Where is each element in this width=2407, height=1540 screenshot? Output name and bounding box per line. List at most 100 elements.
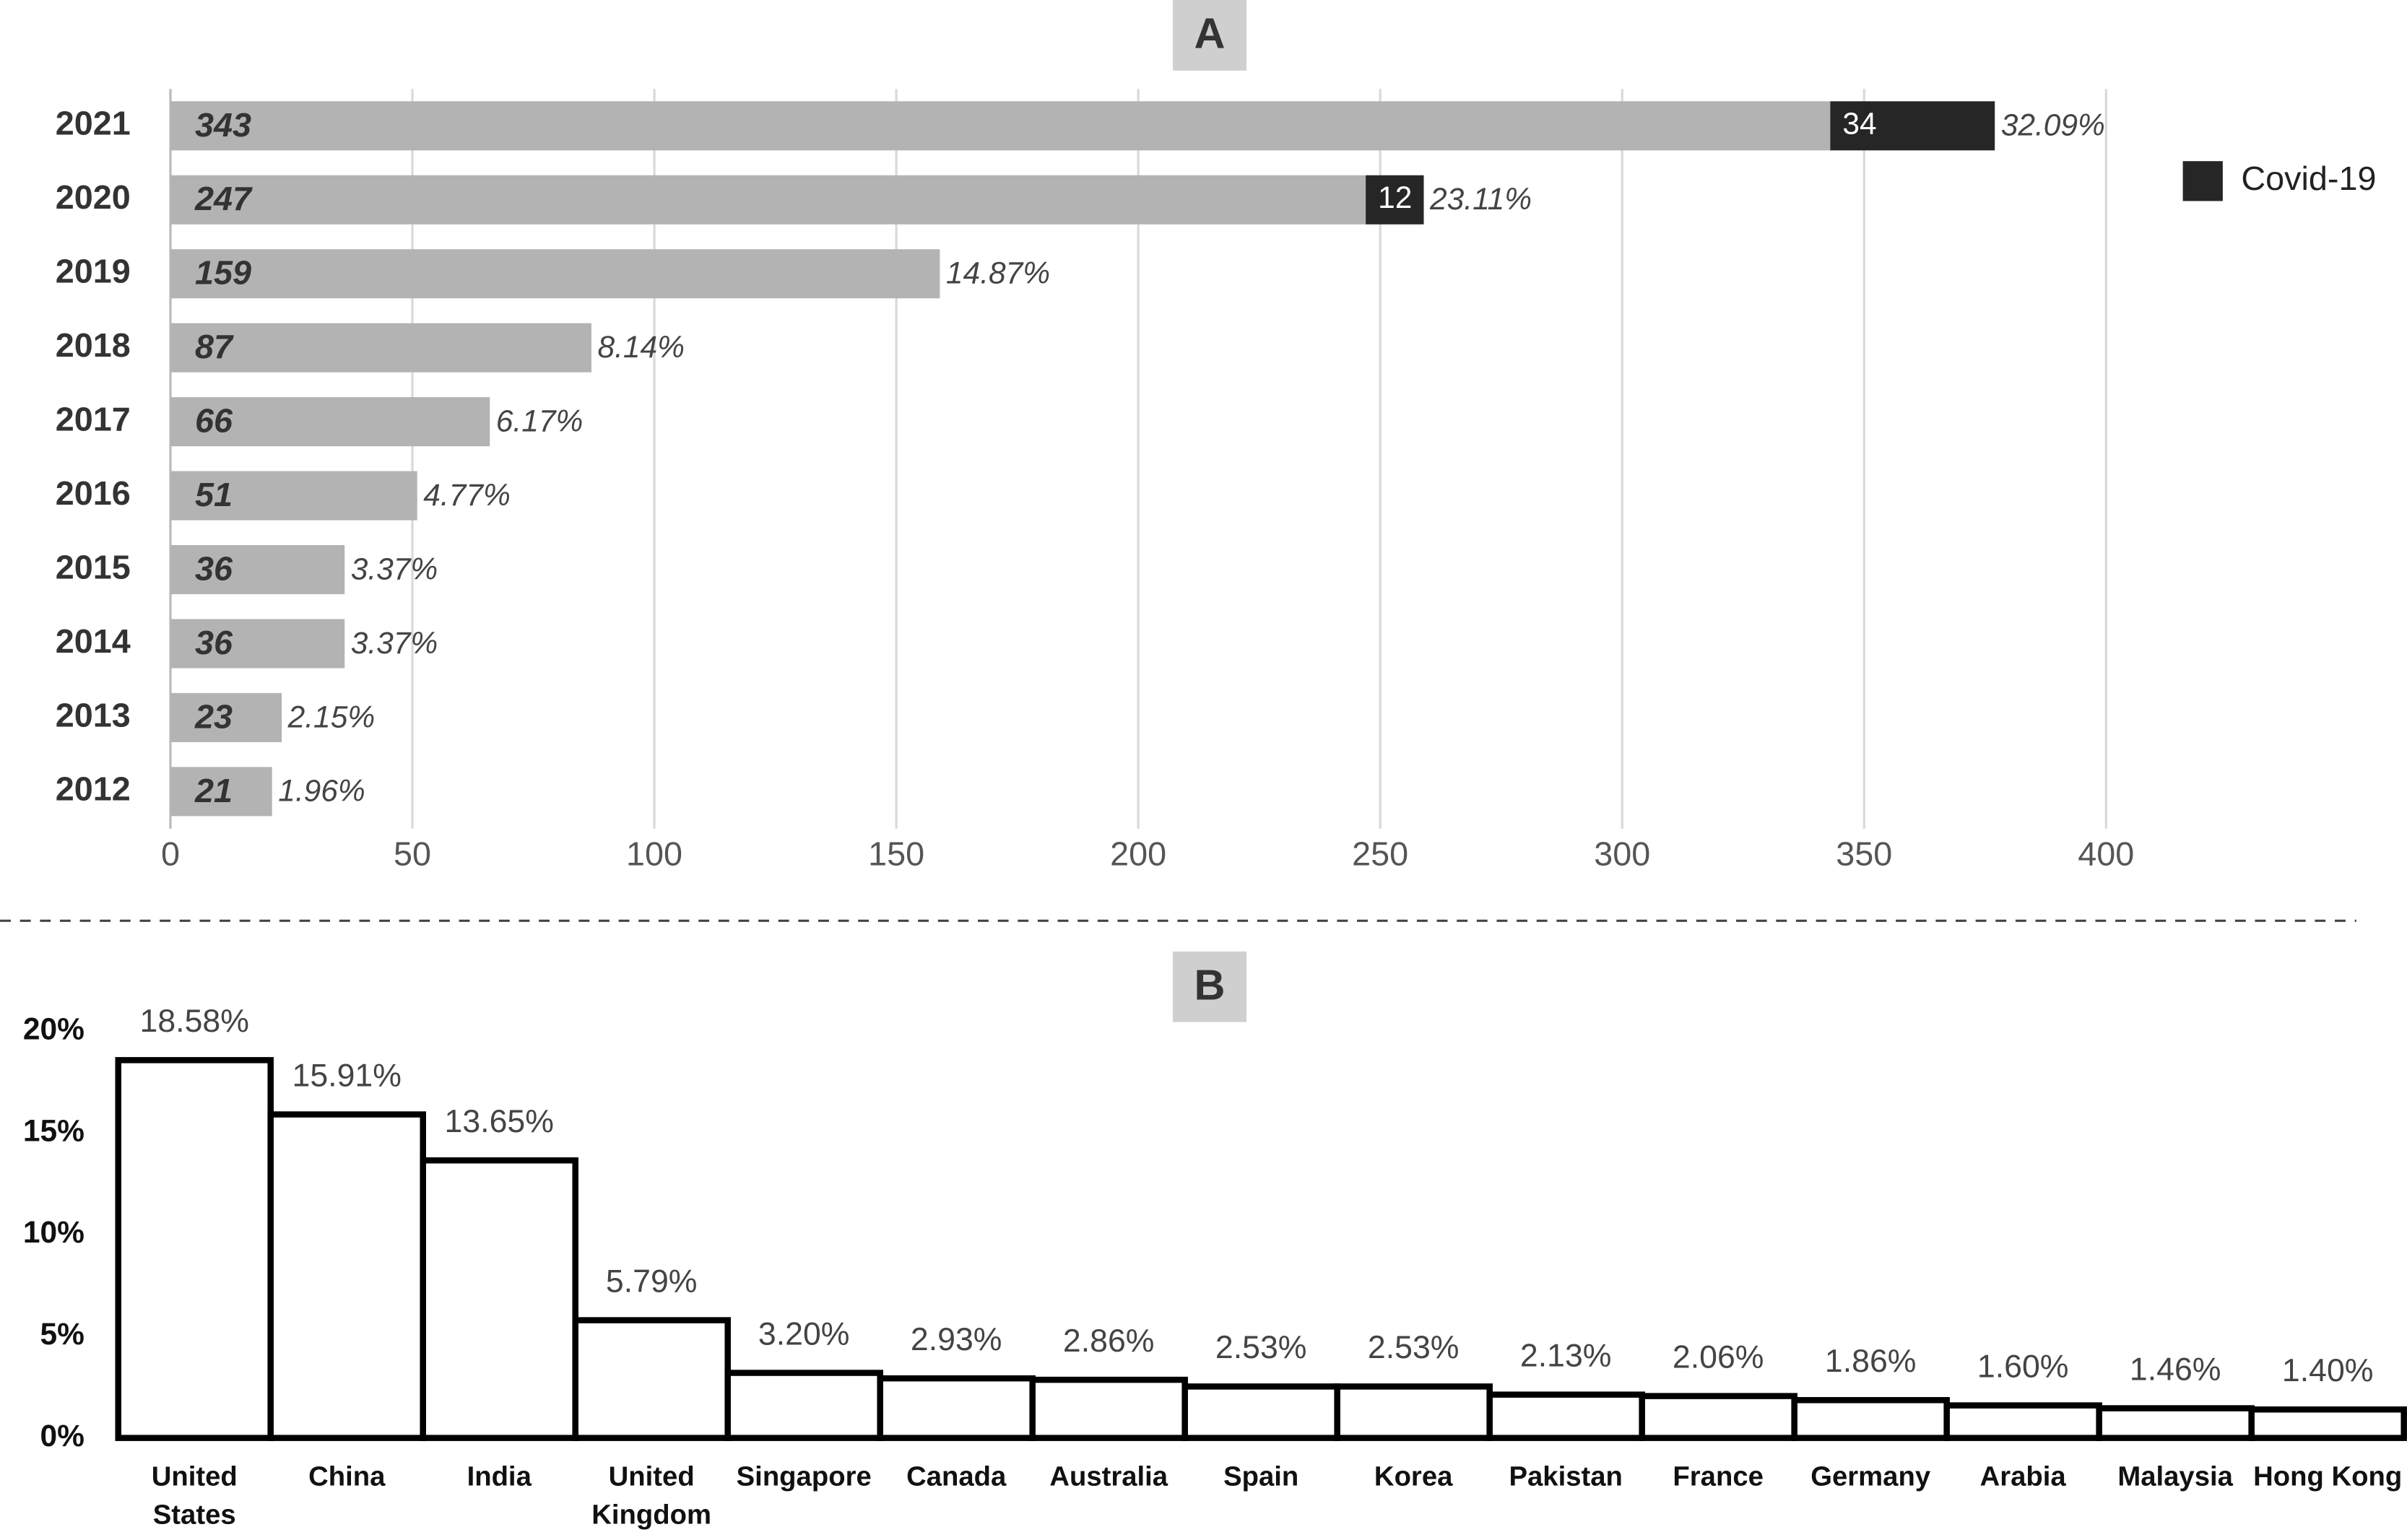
share-label: 6.17%	[496, 404, 584, 438]
x-tick-label-box: Canada	[906, 1461, 1007, 1492]
bar-segment	[1830, 101, 1995, 151]
bar	[115, 1057, 274, 1441]
bar-value-label: 21	[194, 772, 233, 809]
bar	[1486, 1391, 1645, 1441]
bar-value-label: 2.86%	[1063, 1323, 1155, 1359]
y-tick-label: 2017	[56, 400, 131, 438]
bar-value-label: 2.53%	[1215, 1330, 1307, 1365]
x-tick-label-box: Korea	[1374, 1461, 1452, 1492]
share-label: 23.11%	[1429, 183, 1532, 217]
x-tick-label-box: China	[308, 1461, 386, 1492]
bar-segment	[170, 101, 1831, 151]
x-tick-label: Arabia	[1979, 1461, 2066, 1492]
bar-value-label: 66	[195, 402, 233, 440]
x-tick-label: 200	[1110, 835, 1166, 872]
x-tick-label: 100	[626, 835, 682, 872]
panel-box	[1172, 951, 1247, 1022]
bar-value-label: 1.46%	[2130, 1352, 2221, 1387]
bar-segment	[170, 544, 345, 595]
bar	[1639, 1393, 1797, 1441]
share-label: 14.87%	[946, 257, 1050, 291]
x-tick-label: Canada	[906, 1461, 1007, 1492]
y-tick-label: 5%	[40, 1318, 84, 1352]
bar	[267, 1111, 426, 1441]
bar	[1029, 1376, 1188, 1441]
bar-value-label: 2.53%	[1368, 1330, 1460, 1365]
x-tick-label: 300	[1594, 835, 1650, 872]
x-tick-label: 50	[394, 835, 431, 872]
bar-value-label: 343	[195, 106, 251, 144]
bar-value-label: 34	[1842, 108, 1876, 142]
bar-value-label: 12	[1378, 181, 1412, 215]
share-label: 1.96%	[278, 775, 365, 809]
bar-value-label: 247	[194, 180, 253, 217]
x-tick-label: China	[308, 1461, 386, 1492]
legend-swatch	[2182, 161, 2223, 201]
y-tick-label: 2021	[56, 105, 131, 142]
y-tick-label: 2013	[56, 696, 131, 734]
share-label: 8.14%	[597, 331, 685, 365]
x-tick-label: Germany	[1810, 1461, 1931, 1492]
bar-value-label: 13.65%	[445, 1104, 554, 1139]
bar-value-label: 36	[195, 549, 233, 587]
x-tick-label: United Kingdom	[591, 1461, 712, 1531]
bar-value-label: 23	[194, 697, 233, 735]
x-tick-label: 0	[161, 835, 180, 872]
bar-value-label: 36	[195, 624, 233, 661]
x-tick-label: Singapore	[736, 1461, 872, 1492]
x-tick-label-box: Malaysia	[2117, 1461, 2233, 1492]
bar	[2248, 1406, 2407, 1441]
bar-value-label: 2.93%	[911, 1322, 1002, 1357]
panel-label: A	[1194, 9, 1226, 58]
x-tick-label: Spain	[1223, 1461, 1299, 1492]
bar-value-label: 51	[195, 476, 233, 513]
share-label: 4.77%	[423, 479, 511, 513]
x-tick-label: 150	[868, 835, 924, 872]
x-tick-label: Hong Kong	[2253, 1461, 2403, 1492]
x-tick-label: Malaysia	[2117, 1461, 2233, 1492]
bar-segment	[170, 175, 1366, 225]
share-label: 3.37%	[351, 627, 438, 661]
y-tick-label: 0%	[40, 1419, 84, 1453]
bar	[1334, 1383, 1493, 1441]
x-tick-label-box: United Kingdom	[591, 1461, 712, 1531]
bar-value-label: 5.79%	[606, 1263, 698, 1299]
bar-value-label: 159	[195, 254, 251, 292]
bar-value-label: 1.60%	[1977, 1349, 2069, 1384]
x-tick-label-box: Spain	[1223, 1461, 1299, 1492]
y-tick-label: 2019	[56, 253, 131, 290]
bar-segment	[1366, 175, 1424, 225]
y-tick-label: 2015	[56, 548, 131, 586]
x-tick-label: Pakistan	[1509, 1461, 1623, 1492]
y-tick-label: 2014	[56, 622, 131, 660]
y-tick-label: 15%	[23, 1114, 84, 1148]
bar-value-label: 15.91%	[292, 1058, 402, 1093]
y-tick-label: 2012	[56, 770, 131, 808]
bar	[1791, 1397, 1950, 1441]
bar-value-label: 87	[195, 328, 234, 365]
bar	[420, 1157, 578, 1441]
bar-segment	[170, 323, 591, 373]
x-tick-label-box: Singapore	[736, 1461, 872, 1492]
bar	[572, 1317, 731, 1441]
panel-box	[1172, 0, 1247, 71]
x-tick-label-box: Arabia	[1979, 1461, 2066, 1492]
y-tick-label: 10%	[23, 1216, 84, 1250]
x-tick-label-box: United States	[151, 1461, 238, 1531]
bar-segment	[170, 397, 490, 447]
bar	[877, 1375, 1036, 1441]
x-tick-label: 400	[2078, 835, 2134, 872]
share-label: 3.37%	[351, 552, 438, 586]
x-tick-label-box: India	[467, 1461, 532, 1492]
x-tick-label-box: France	[1673, 1461, 1763, 1492]
x-tick-label: United States	[151, 1461, 238, 1531]
x-tick-label-box: Germany	[1810, 1461, 1931, 1492]
bar-value-label: 3.20%	[758, 1316, 850, 1352]
share-label: 2.15%	[287, 700, 376, 734]
bar	[724, 1370, 883, 1441]
x-tick-label-box: Pakistan	[1509, 1461, 1623, 1492]
y-tick-label: 2016	[56, 474, 131, 512]
x-tick-label: India	[467, 1461, 532, 1492]
